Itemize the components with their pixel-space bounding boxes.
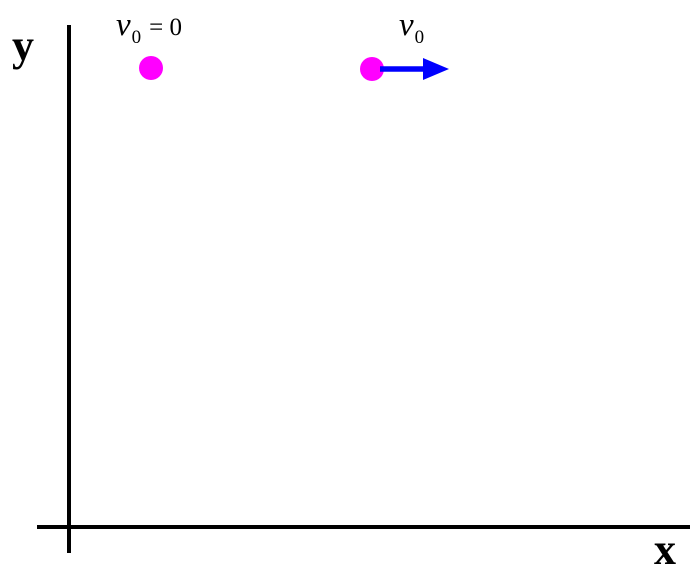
dropped-ball-velocity-label: v0 = 0 (116, 7, 183, 48)
y-axis-label: y (12, 21, 34, 70)
launched-ball-velocity-label: v0 (399, 7, 425, 48)
x-axis-line (37, 525, 690, 529)
equals-zero-text: = 0 (149, 14, 183, 41)
velocity-symbol: v (399, 7, 414, 43)
velocity-arrow (380, 58, 449, 80)
dropped-ball (139, 56, 163, 80)
velocity-subscript: 0 (131, 27, 142, 48)
velocity-symbol: v (116, 7, 131, 43)
x-axis-label: x (654, 525, 676, 574)
velocity-arrow-head (423, 58, 449, 80)
velocity-subscript: 0 (414, 27, 425, 48)
y-axis-line (67, 25, 71, 553)
